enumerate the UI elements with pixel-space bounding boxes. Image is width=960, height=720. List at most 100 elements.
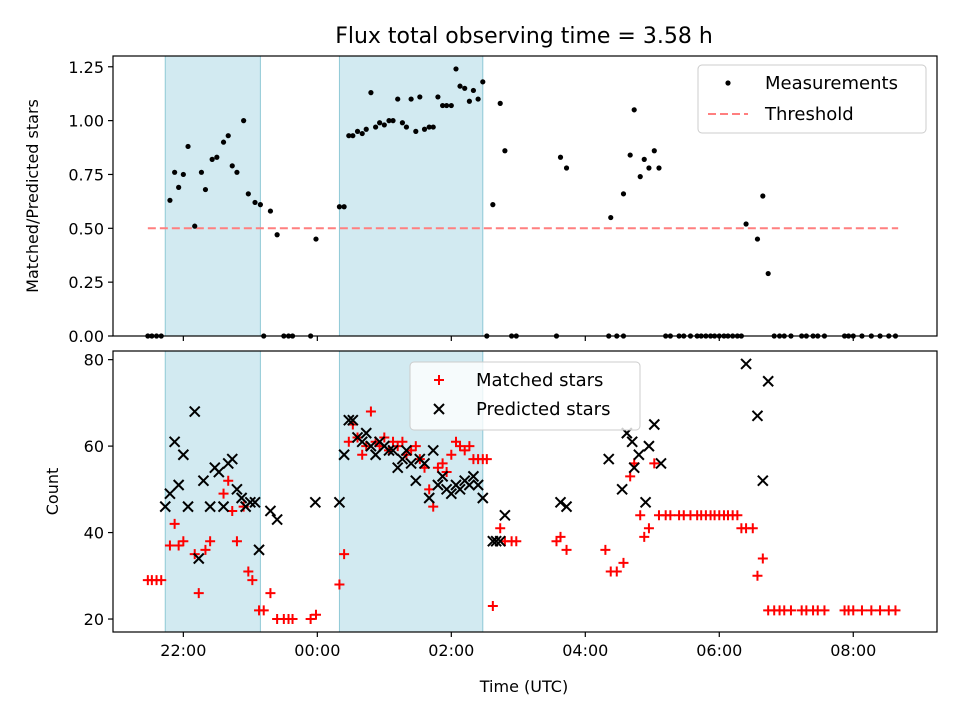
matched-point [785, 605, 796, 616]
observing-interval-1 [164, 55, 261, 337]
predicted-point [356, 436, 368, 448]
measurement-point [234, 169, 240, 175]
predicted-point [626, 436, 638, 448]
legend-predicted-label: Predicted stars [476, 399, 610, 420]
matched-point [231, 536, 242, 547]
measurement-point [274, 232, 280, 238]
predicted-point [189, 405, 201, 418]
measurement-point [252, 199, 258, 206]
measurement-point [470, 87, 477, 94]
measurement-point [176, 184, 182, 190]
predicted-point [751, 410, 764, 422]
predicted-point [405, 457, 417, 470]
matched-point [193, 588, 204, 599]
predicted-point [253, 544, 265, 556]
predicted-point [445, 487, 458, 500]
measurement-point [354, 128, 361, 134]
matched-point [618, 557, 629, 568]
predicted-point [740, 358, 752, 370]
matched-point [481, 454, 492, 465]
matched-point [866, 605, 877, 616]
measurement-point [267, 208, 274, 214]
observing-interval-1 [164, 350, 261, 633]
predicted-point [365, 440, 377, 452]
x-axis-label: Time (UTC) [479, 677, 568, 696]
measurement-point [167, 197, 173, 203]
measurement-point [475, 96, 481, 102]
matched-point [223, 475, 234, 486]
x-tick-label: 06:00 [696, 641, 742, 660]
matched-point [357, 449, 368, 460]
measurement-point [466, 98, 472, 104]
measurement-point [336, 204, 343, 210]
predicted-point [204, 500, 216, 513]
predicted-point [249, 496, 261, 509]
measurement-point [381, 122, 387, 128]
predicted-point [643, 440, 655, 452]
y-tick-label: 0.00 [68, 327, 104, 346]
matched-point [643, 523, 654, 534]
measurement-point [373, 124, 379, 130]
measurement-point [399, 120, 406, 126]
matched-point [649, 458, 660, 469]
matched-point [258, 605, 269, 616]
measurement-point [209, 156, 215, 162]
predicted-point [159, 500, 171, 513]
matched-point [287, 614, 298, 625]
measurement-point [421, 126, 428, 132]
predicted-point [400, 444, 413, 457]
predicted-point [762, 375, 774, 387]
axes-frame [112, 55, 938, 337]
matched-point [310, 609, 321, 620]
predicted-point [343, 414, 355, 426]
y-axis-label: Count [43, 468, 62, 516]
measurement-point [462, 85, 468, 91]
matched-point [205, 536, 216, 547]
y-tick-label: 80 [84, 351, 104, 370]
measurement-point [202, 186, 209, 193]
y-tick-label: 1.25 [68, 58, 104, 77]
measurement-point [444, 102, 450, 109]
measurement-point [457, 83, 463, 89]
predicted-point [235, 492, 248, 504]
predicted-point [360, 427, 372, 439]
measurement-point [502, 148, 508, 154]
measurement-point [403, 124, 410, 130]
matched-point [732, 510, 743, 521]
predicted-point [264, 505, 277, 517]
predicted-point [172, 479, 185, 491]
matched-point [265, 588, 276, 599]
predicted-point [231, 483, 243, 496]
measurement-point [656, 165, 662, 171]
x-tick-label: 04:00 [562, 641, 608, 660]
predicted-point [333, 496, 346, 509]
legend-threshold-label: Threshold [764, 104, 854, 125]
predicted-point [436, 470, 449, 483]
measurement-point [480, 79, 486, 85]
predicted-point [463, 479, 476, 491]
measurement-point [386, 118, 392, 124]
predicted-point [639, 496, 652, 509]
legend-box [697, 64, 927, 134]
matched-point [156, 575, 167, 586]
predicted-point [177, 449, 190, 461]
measurement-point [313, 236, 319, 242]
legend-box [409, 361, 641, 431]
measurement-point [631, 107, 637, 113]
figure-title: Flux total observing time = 3.58 h [335, 24, 713, 49]
axes-frame [112, 350, 938, 633]
measurement-point [435, 94, 441, 100]
y-tick-label: 0.25 [68, 273, 104, 292]
y-axis-label: Matched/Predicted stars [23, 99, 42, 293]
matched-point [635, 510, 646, 521]
measurement-point [172, 169, 178, 175]
x-tick-label: 08:00 [830, 641, 876, 660]
predicted-point [168, 436, 181, 448]
predicted-point [432, 479, 444, 491]
legend-measurements-label: Measurements [765, 73, 898, 94]
matched-point [218, 488, 229, 499]
predicted-point [418, 457, 431, 470]
predicted-point [338, 449, 350, 461]
predicted-point [633, 449, 645, 461]
